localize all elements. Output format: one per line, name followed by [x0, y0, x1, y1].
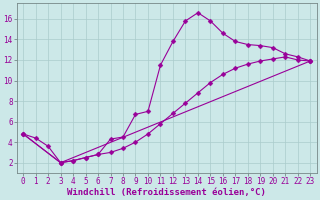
X-axis label: Windchill (Refroidissement éolien,°C): Windchill (Refroidissement éolien,°C) — [67, 188, 266, 197]
